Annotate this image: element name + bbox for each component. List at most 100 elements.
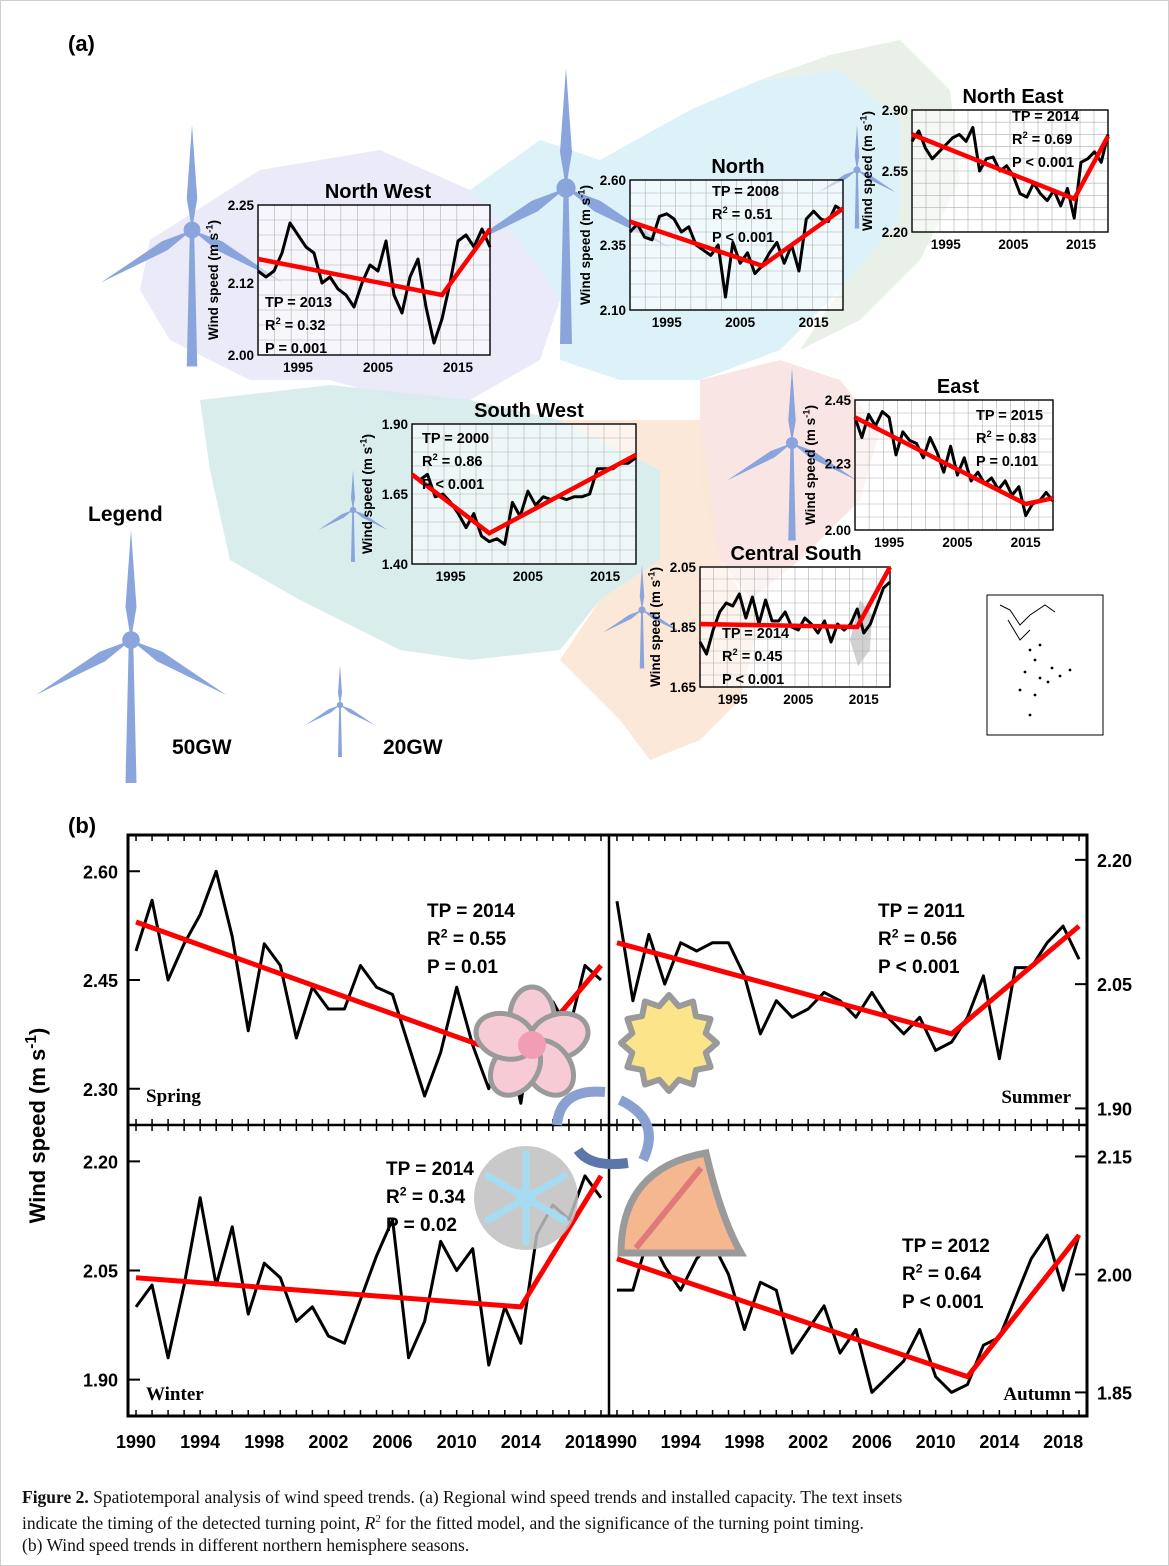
y-tick-label: 2.05 (1097, 975, 1132, 995)
stat-text: P < 0.001 (422, 477, 484, 493)
stat-text: P = 0.02 (386, 1215, 457, 1236)
x-tick-label: 2015 (1011, 535, 1042, 550)
y-tick-label: 2.55 (882, 164, 909, 179)
y-tick-label: 2.20 (83, 1152, 118, 1172)
y-tick-label: 1.90 (382, 417, 408, 432)
chart-south-west: 1.90 1.65 1.40 1995 2005 2015 Wind speed (m s-… (359, 400, 638, 584)
sun-body (618, 992, 720, 1094)
y-tick-label: 2.90 (882, 103, 908, 118)
turbine-hub (638, 606, 646, 614)
legend-small-label: 20GW (383, 736, 443, 759)
legend-title: Legend (88, 503, 163, 526)
y-tick-label: 2.45 (825, 393, 852, 408)
inset-island (1018, 688, 1022, 692)
stat-text: P = 0.01 (427, 957, 498, 978)
x-tick-label: 2014 (501, 1432, 541, 1452)
leaf-vein (633, 1166, 704, 1250)
y-tick-label: 2.00 (825, 523, 851, 538)
turbine-south-west (318, 470, 388, 562)
chart-winter: 2.20 2.05 1.90 TP = 2014 R2 = 0.34 P = 0.02 Wi… (83, 1152, 604, 1405)
series-line (698, 580, 892, 656)
turbine-tower (560, 188, 572, 344)
series-line (134, 1174, 603, 1367)
x-tick-label: 2005 (363, 360, 394, 375)
chart-north-west: 2.25 2.12 2.00 1995 2005 2015 Wind speed (m s-… (205, 181, 492, 375)
turbine-blade (560, 68, 572, 188)
x-tick-label: 1995 (283, 360, 314, 375)
turbine-blade (131, 640, 227, 695)
region-north-east (760, 40, 960, 350)
turbine-tower (186, 230, 198, 367)
stat-text: R2 = 0.56 (878, 926, 957, 950)
stat-text: R2 = 0.69 (1012, 129, 1072, 148)
turbine-blade (125, 530, 137, 640)
chart-title: North East (962, 86, 1063, 108)
turbine-blade (727, 443, 792, 481)
y-tick-label: 2.25 (228, 198, 255, 213)
turbine-blade (351, 470, 355, 510)
stat-text: P < 0.001 (902, 1292, 984, 1313)
seasonal-panel: Wind speed (m s-1) 2.60 2.45 2.30 TP = 2014 R… (23, 833, 1132, 1452)
trend-line (616, 924, 1081, 1037)
figure-caption: Figure 2. Spatiotemporal analysis of win… (22, 1486, 1142, 1556)
y-tick-label: 2.23 (825, 457, 852, 472)
x-tick-label: 1994 (661, 1432, 701, 1452)
y-axis-label: Wind speed (m s-1) (577, 185, 593, 305)
turbine-tower (338, 705, 342, 757)
stat-text: TP = 2014 (427, 901, 515, 922)
y-tick-label: 2.60 (600, 173, 626, 188)
turbine-blade (35, 640, 131, 695)
inset-island (1050, 666, 1054, 670)
x-tick-label: 2005 (783, 692, 814, 707)
turbine-blade (101, 230, 192, 283)
chart-title: Central South (730, 543, 861, 565)
stat-text: R2 = 0.45 (722, 646, 782, 665)
season-label: Spring (146, 1086, 201, 1107)
turbine-hub (183, 221, 201, 239)
season-label: Summer (1001, 1087, 1071, 1108)
chart-summer: 2.20 2.05 1.90 TP = 2011 R2 = 0.56 P < 0.001 S… (615, 851, 1132, 1119)
x-tick-label: 1995 (718, 692, 749, 707)
chart-title: North West (325, 181, 432, 203)
x-tick-label: 1998 (244, 1432, 284, 1452)
turbine-hub (349, 506, 357, 514)
snowflake-center (516, 1188, 536, 1208)
inset-island (1033, 693, 1037, 697)
x-tick-label: 2018 (1043, 1432, 1083, 1452)
stat-text: TP = 2014 (386, 1159, 474, 1180)
season-label: Autumn (1003, 1384, 1071, 1405)
inset-island (1033, 658, 1037, 662)
series-line (616, 1233, 1081, 1394)
turbine-blade (792, 443, 857, 481)
turbine-blade (338, 665, 342, 705)
trend-line (257, 227, 492, 298)
stat-text: TP = 2013 (265, 295, 332, 311)
trend-line (853, 415, 1054, 507)
turbine-blade (353, 510, 388, 530)
stat-text: TP = 2015 (976, 408, 1043, 424)
caption-lead: Figure 2. (22, 1487, 89, 1507)
y-tick-label: 2.60 (83, 862, 118, 882)
x-tick-label: 1994 (180, 1432, 220, 1452)
inset-map-frame (986, 594, 1104, 736)
spring-blossom-icon (473, 984, 591, 1098)
turbine-tower (788, 443, 796, 541)
x-tick-label: 2015 (443, 360, 474, 375)
y-axis-label: Wind speed (m s-1) (205, 220, 221, 340)
inset-coastline (999, 604, 1056, 641)
inset-island (1068, 668, 1072, 672)
x-tick-label: 2005 (998, 237, 1029, 252)
y-tick-label: 2.00 (1097, 1265, 1132, 1285)
stat-text: P < 0.001 (1012, 155, 1074, 171)
stat-text: TP = 2011 (878, 901, 965, 922)
caption-r2: R (364, 1512, 376, 1533)
y-axis-label: Wind speed (m s-1) (359, 434, 375, 554)
stat-text: R2 = 0.64 (902, 1261, 982, 1285)
inset-island (1023, 670, 1027, 674)
turbine-blade (639, 565, 645, 610)
trend-line (699, 565, 892, 630)
inset-island (1028, 713, 1032, 717)
y-tick-label: 1.40 (382, 557, 408, 572)
y-tick-label: 1.90 (1097, 1099, 1132, 1119)
turbine-blade (854, 125, 860, 170)
